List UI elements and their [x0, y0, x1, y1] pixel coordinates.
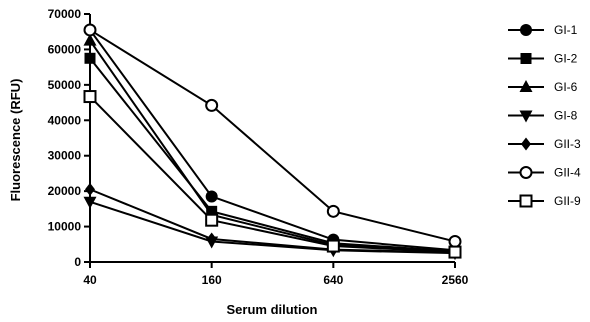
y-tick-label: 30000	[48, 149, 82, 163]
legend-marker-gi-2	[520, 53, 532, 64]
legend-label: GI-1	[554, 23, 578, 37]
legend-item-gi-1: GI-1	[508, 23, 578, 37]
x-axis-title: Serum dilution	[227, 302, 318, 317]
legend-item-gi-6: GI-6	[508, 80, 578, 94]
y-tick-label: 0	[74, 255, 81, 269]
x-tick-label: 640	[323, 273, 343, 287]
data-point-gii-4	[448, 234, 462, 248]
legend-label: GI-8	[554, 109, 578, 123]
y-tick-label: 60000	[48, 42, 82, 56]
data-point-gi-8	[83, 196, 97, 209]
series-line-gii-9	[89, 95, 456, 254]
x-ticks: 40 160 640 2560	[83, 262, 469, 287]
series-line-gi-1	[89, 29, 456, 252]
data-point-gii-4	[326, 204, 340, 218]
data-point-gii-9	[326, 239, 340, 253]
data-point-gii-3	[206, 232, 217, 246]
data-point-gii-9	[205, 213, 219, 227]
y-ticks: 0 10000 20000 30000 40000 50000 60000 70000	[48, 7, 90, 269]
data-point-gii-9	[83, 90, 97, 104]
legend-label: GII-4	[554, 166, 581, 180]
legend-item-gii-3: GII-3	[508, 137, 581, 151]
x-tick-label: 160	[202, 273, 222, 287]
data-point-gi-2	[84, 52, 96, 64]
y-axis-title: Fluorescence (RFU)	[8, 79, 23, 202]
legend-item-gii-4: GII-4	[508, 166, 581, 180]
y-tick-label: 20000	[48, 184, 82, 198]
y-tick-label: 50000	[48, 78, 82, 92]
data-point-gii-4	[83, 23, 97, 37]
legend-marker-gii-4	[519, 166, 533, 179]
series-line-gii-3	[89, 188, 456, 254]
legend-label: GI-6	[554, 80, 578, 94]
series-lines	[89, 29, 456, 255]
legend-item-gi-2: GI-2	[508, 52, 578, 66]
data-point-gi-1	[205, 190, 218, 203]
legend-label: GII-3	[554, 137, 581, 151]
y-tick-label: 40000	[48, 113, 82, 127]
y-tick-label: 10000	[48, 220, 82, 234]
legend-item-gii-9: GII-9	[508, 194, 581, 208]
legend-marker-gii-3	[521, 137, 531, 151]
axes	[89, 14, 455, 263]
legend-marker-gii-9	[519, 194, 533, 208]
legend-label: GII-9	[554, 194, 581, 208]
series-markers	[83, 23, 462, 261]
data-point-gii-9	[448, 245, 462, 259]
x-tick-label: 40	[83, 273, 97, 287]
legend-marker-gi-8	[519, 110, 533, 123]
series-line-gii-4	[89, 29, 456, 243]
data-point-gi-6	[83, 33, 97, 46]
legend-marker-gi-6	[519, 80, 533, 92]
legend: GI-1 GI-2 GI-6 GI-8 GII-3 GII-4 GII-9	[508, 23, 581, 208]
x-tick-label: 2560	[442, 273, 469, 287]
legend-marker-gi-1	[520, 24, 532, 36]
legend-item-gi-8: GI-8	[508, 109, 578, 123]
y-tick-label: 70000	[48, 7, 82, 21]
data-point-gii-4	[205, 98, 219, 112]
legend-label: GI-2	[554, 52, 578, 66]
data-point-gii-3	[85, 182, 95, 196]
series-line-gi-2	[89, 57, 456, 253]
